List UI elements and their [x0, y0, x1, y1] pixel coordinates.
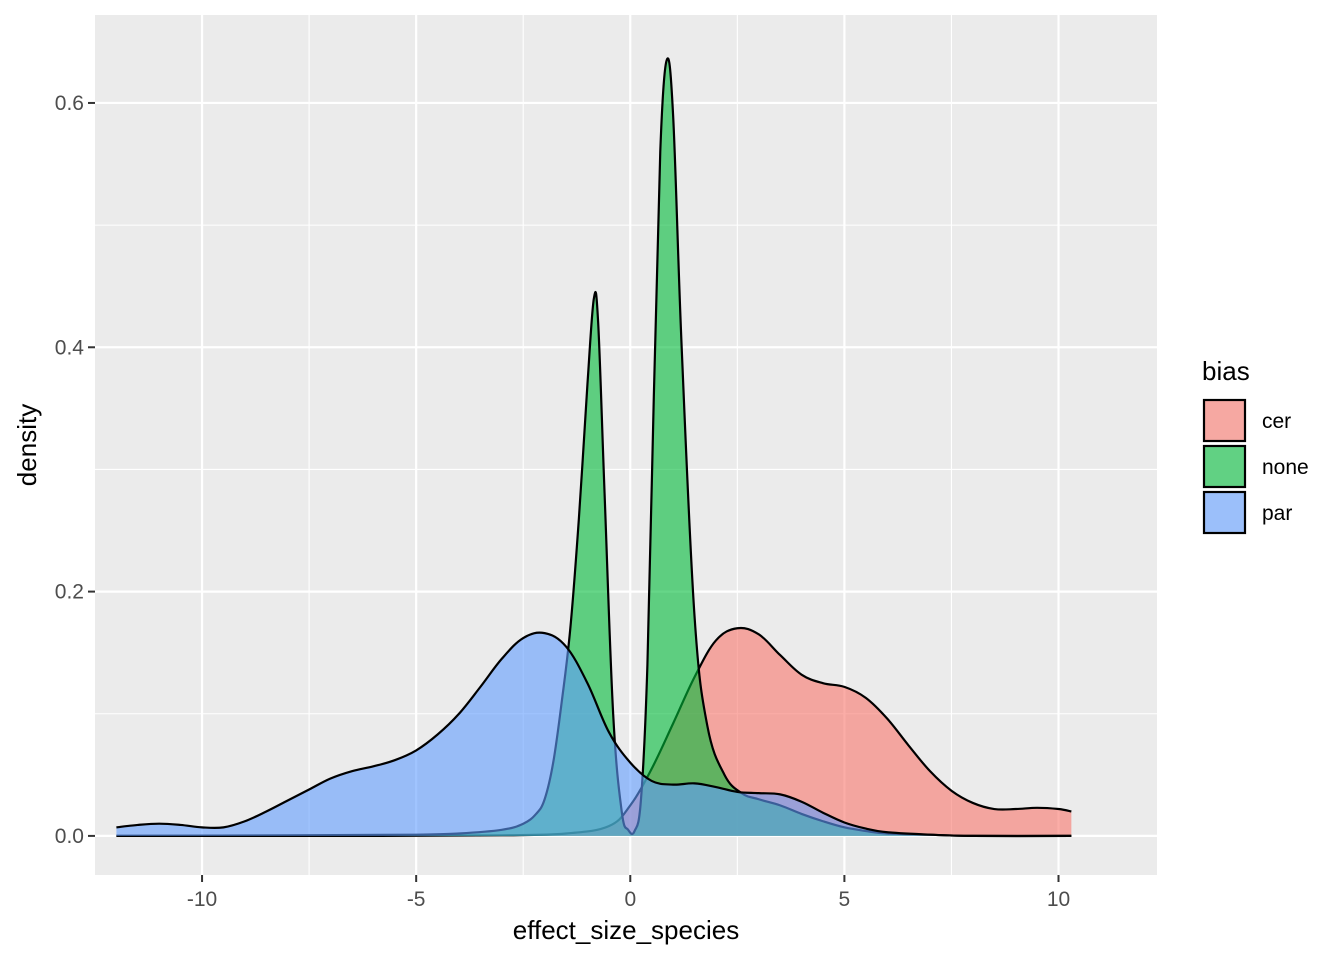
y-tick-label: 0.4 [55, 336, 85, 359]
x-tick-label: 10 [1047, 888, 1070, 911]
density-area-par [116, 632, 1072, 837]
x-tick-label: -5 [407, 888, 426, 911]
x-tick-label: 0 [624, 888, 636, 911]
x-axis-ticks: -10 -5 0 5 10 [187, 875, 1070, 911]
y-tick-label: 0.6 [55, 92, 84, 115]
density-area-none [116, 58, 1072, 837]
x-axis-title: effect_size_species [513, 915, 739, 945]
legend-key-cer [1202, 398, 1247, 443]
panel-background [95, 15, 1157, 875]
legend-key-par [1202, 490, 1247, 535]
legend-title: bias [1202, 356, 1250, 386]
density-area-cer [116, 627, 1072, 836]
density-areas [116, 57, 1072, 838]
legend-label-none: none [1262, 456, 1309, 479]
grid-minor [95, 15, 1157, 875]
legend-key-none [1202, 444, 1247, 489]
x-tick-label: -10 [187, 888, 217, 911]
y-axis-ticks: 0.0 0.2 0.4 0.6 [55, 92, 95, 848]
x-tick-label: 5 [839, 888, 851, 911]
legend-label-cer: cer [1262, 410, 1291, 433]
y-tick-label: 0.2 [55, 581, 84, 604]
y-tick-label: 0.0 [55, 825, 84, 848]
density-line-par [116, 631, 1072, 838]
legend-label-par: par [1262, 502, 1292, 525]
y-axis-title: density [12, 404, 42, 486]
legend: cer none par [1202, 398, 1309, 535]
